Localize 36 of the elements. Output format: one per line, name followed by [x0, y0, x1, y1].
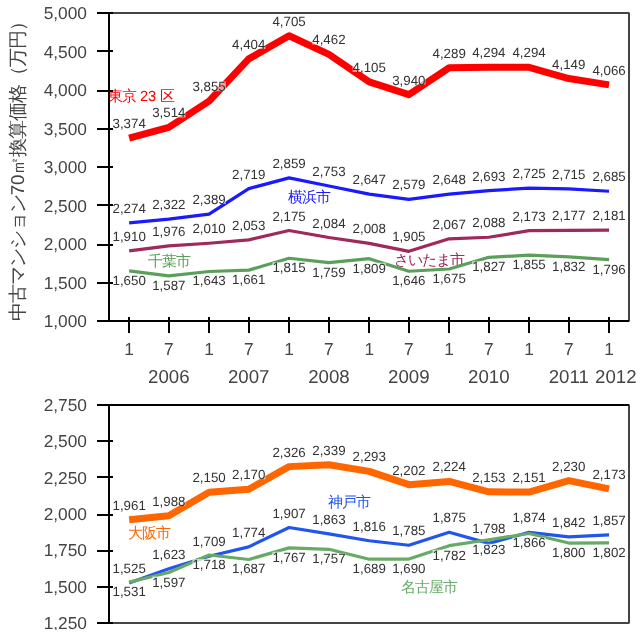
x-tick-label: 7: [243, 339, 254, 359]
y-tick-label: 5,000: [43, 3, 88, 23]
y-tick-label: 3,000: [43, 157, 88, 177]
y-tick-label: 1,000: [43, 311, 88, 331]
y-tick-label: 4,500: [43, 41, 88, 62]
x2-tick-label: 2006: [148, 367, 190, 387]
x-tick-label: 7: [324, 339, 335, 359]
x-tick-label: 1: [124, 339, 135, 359]
x2-tick-label: 2007: [228, 367, 270, 387]
x-tick-label: 1: [524, 339, 535, 359]
y-axis-title: 中古マンション70㎡換算価格（万円）: [7, 12, 28, 322]
y-tick-label: 2,750: [43, 395, 88, 415]
y-tick-label: 3,500: [43, 118, 88, 139]
x-tick-label: 7: [163, 339, 174, 359]
x-tick-label: 7: [484, 339, 494, 359]
y-tick-label: 1,500: [43, 576, 88, 597]
x-tick-label: 7: [563, 339, 574, 359]
y-tick-label: 2,250: [43, 467, 88, 488]
y-tick-label: 2,500: [43, 431, 88, 452]
y-tick-label: 1,750: [43, 540, 88, 561]
x2-tick-label: 2010: [468, 367, 510, 387]
x2-tick-label: 2009: [388, 367, 430, 387]
x2-tick-label: 2012: [595, 367, 637, 387]
y-tick-label: 2,000: [43, 234, 88, 254]
x2-tick-label: 2008: [308, 367, 350, 387]
y-tick-label: 1,500: [43, 272, 88, 293]
x-tick-label: 1: [204, 339, 215, 359]
x2-tick-label: 2011: [548, 367, 589, 387]
y-tick-label: 2,500: [43, 195, 88, 216]
x-tick-label: 7: [404, 339, 415, 359]
y-tick-label: 4,000: [43, 80, 88, 100]
y-tick-label: 2,000: [43, 504, 88, 524]
x-tick-label: 1: [364, 339, 375, 359]
x-tick-label: 1: [604, 339, 615, 359]
x-tick-label: 1: [284, 339, 295, 359]
x-tick-label: 1: [444, 339, 455, 359]
